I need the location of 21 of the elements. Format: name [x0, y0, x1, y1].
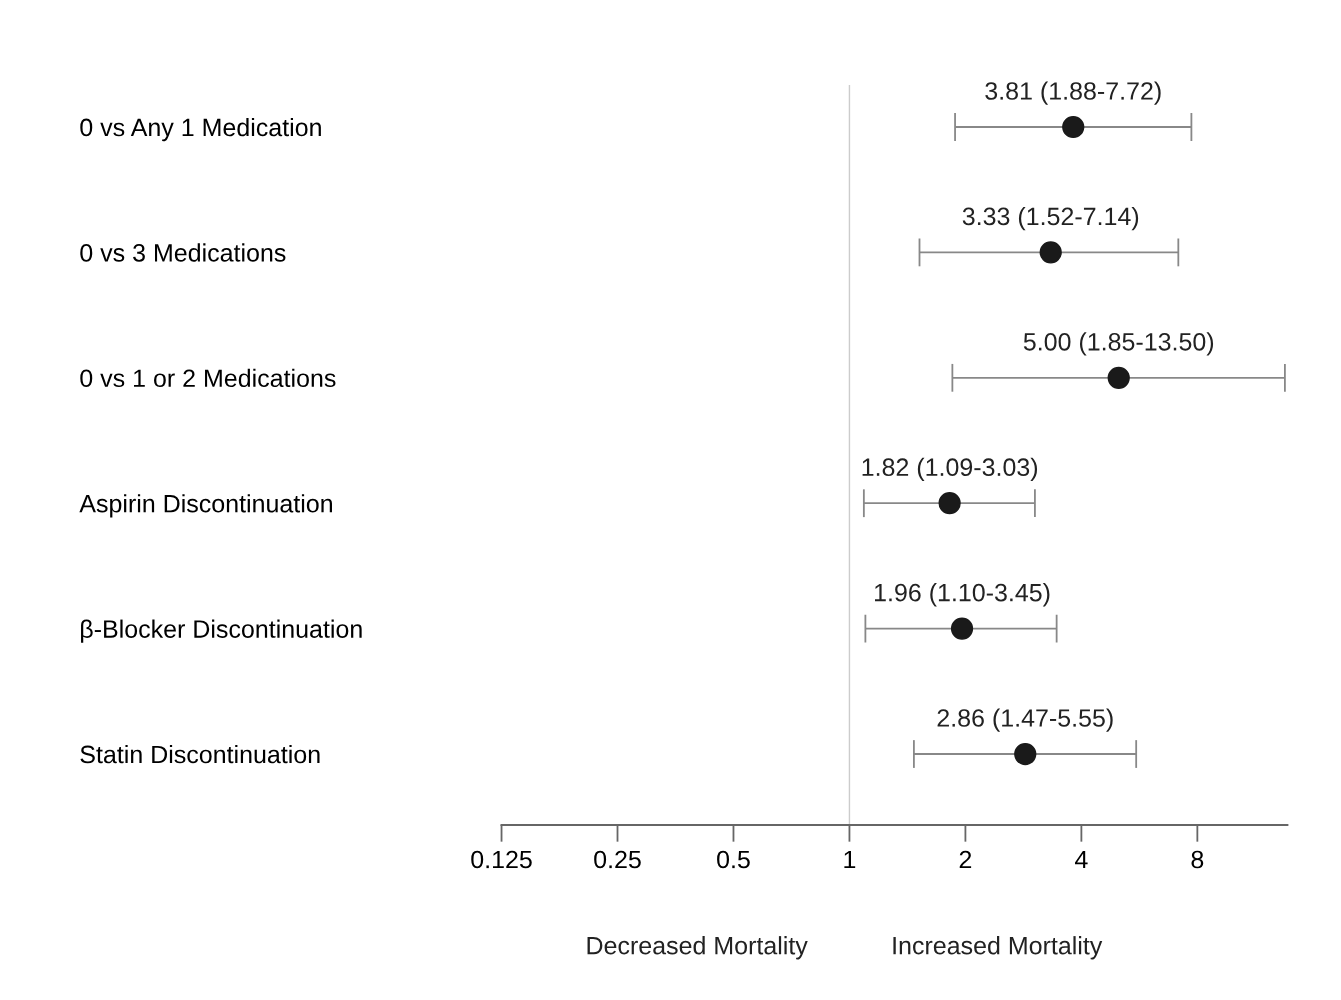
y-tick-label: Aspirin Discontinuation [79, 494, 332, 518]
text: Decreased Mortality [587, 936, 808, 960]
x-tick-label: 0.25 [594, 850, 641, 869]
y-tick-label: β-Blocker Discontinuation [81, 619, 362, 643]
data-label: 1.96 (1.10-3.45) [875, 583, 1050, 607]
x-tick-label: 0.5 [717, 850, 750, 869]
x-tick-label: 8 [1191, 850, 1204, 869]
data-label: 5.00 (1.85-13.50) [1023, 332, 1214, 356]
data-label: 2.86 (1.47-5.55) [937, 708, 1113, 732]
y-tick-label: 0 vs Any 1 Medication [80, 117, 321, 142]
x-tick-label: 0.125 [471, 850, 532, 869]
x-tick-label: 4 [1075, 850, 1088, 869]
x-tick-label: 1 [844, 850, 856, 869]
data-label: 3.33 (1.52-7.14) [962, 206, 1139, 231]
x-tick-label: 2 [959, 850, 972, 869]
data-label: 1.82 (1.09-3.03) [862, 457, 1038, 481]
y-tick-label: 0 vs 1 or 2 Medications [80, 368, 336, 388]
data-label: 3.81 (1.88-7.72) [985, 81, 1161, 105]
y-tick-label: 0 vs 3 Medications [80, 243, 286, 262]
y-tick-label: Statin Discontinuation [80, 744, 320, 764]
text: Increased Mortality [893, 936, 1103, 960]
